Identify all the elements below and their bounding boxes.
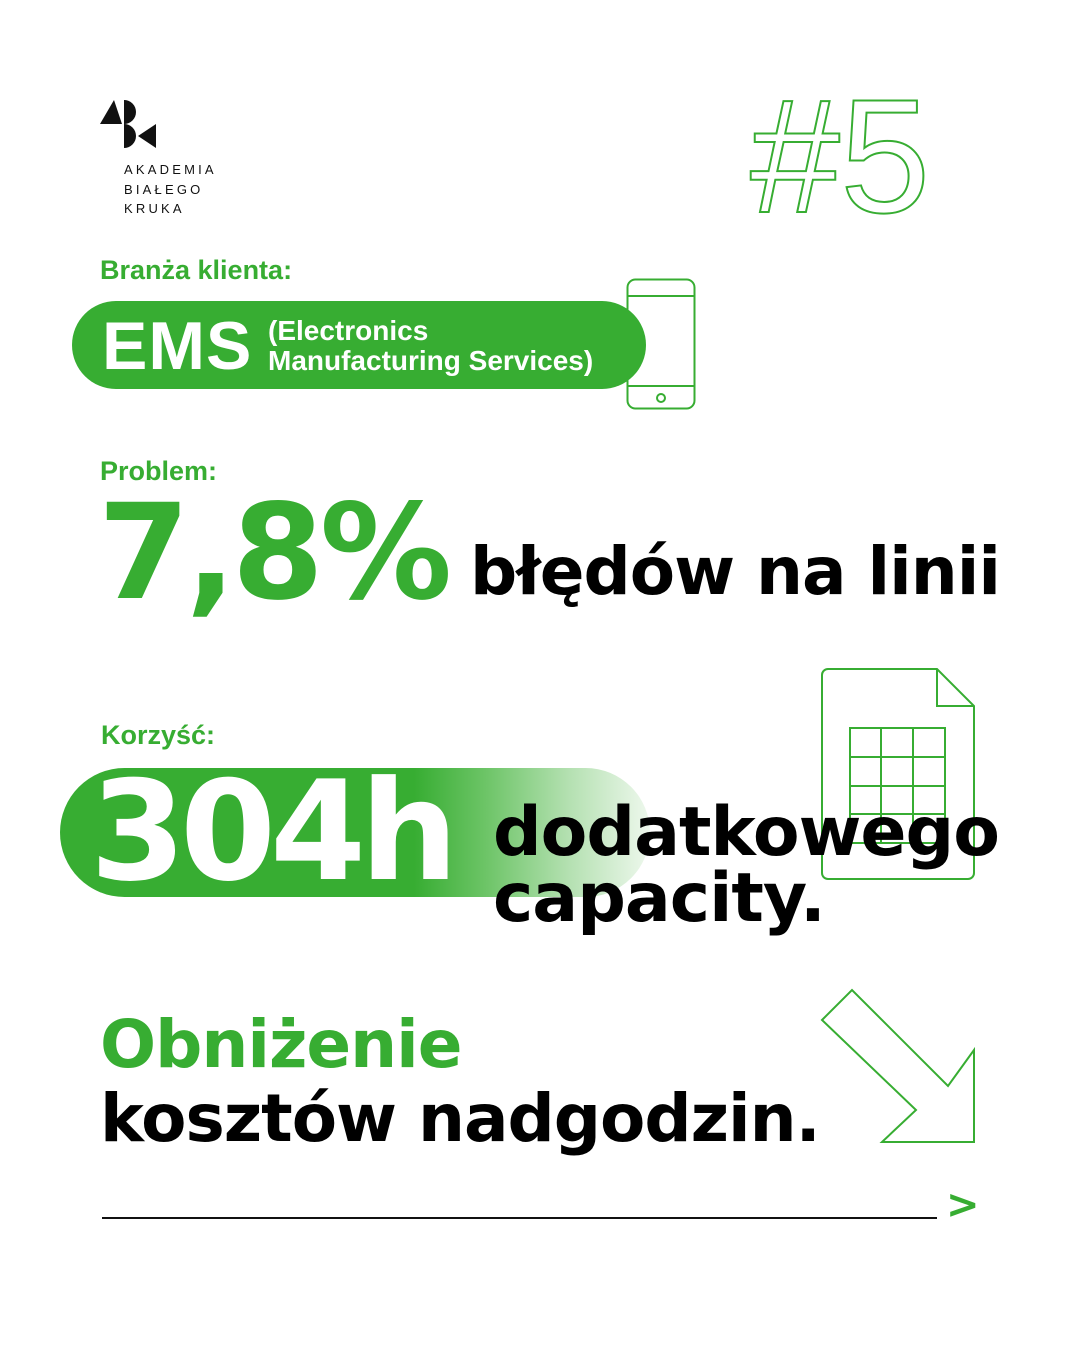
benefit-pill: 304h [60, 762, 650, 902]
logo-line: AKADEMIA [124, 162, 217, 177]
problem-label: Problem: [100, 456, 218, 486]
logo-line: BIAŁEGO [124, 181, 204, 197]
industry-desc-line: Manufacturing Services) [268, 345, 594, 376]
logo-mark [100, 100, 156, 148]
benefit-text-line: capacity. [493, 859, 826, 938]
case-number-badge: #5 [749, 88, 931, 228]
benefit-text: dodatkowego capacity. [493, 793, 1000, 938]
result-line-highlight: Obniżenie [100, 1006, 463, 1083]
benefit-value: 304h [90, 751, 458, 912]
logo-line: KRUKA [124, 201, 185, 216]
case-number: #5 [750, 88, 930, 228]
industry-pill: EMS (Electronics Manufacturing Services) [72, 301, 646, 389]
result-line: kosztów nadgodzin. [100, 1080, 821, 1157]
arrow-down-right-icon [820, 988, 975, 1143]
industry-desc-line: (Electronics [268, 315, 429, 346]
divider-line [102, 1217, 937, 1219]
industry-acronym: EMS [102, 308, 253, 384]
problem-value: 7,8% [98, 476, 452, 630]
industry-label: Branża klienta: [100, 255, 293, 285]
spreadsheet-icon [821, 668, 975, 880]
smartphone-icon [626, 278, 696, 410]
benefit-label: Korzyść: [101, 720, 216, 750]
logo-text: AKADEMIA BIAŁEGO KRUKA [124, 160, 217, 219]
industry-description: (Electronics Manufacturing Services) [268, 316, 593, 376]
problem-text: błędów na linii [470, 533, 1001, 610]
benefit-text-line: dodatkowego [493, 793, 1000, 872]
result-text: Obniżenie kosztów nadgodzin. [100, 1006, 821, 1157]
chevron-right-icon[interactable]: > [946, 1182, 980, 1228]
